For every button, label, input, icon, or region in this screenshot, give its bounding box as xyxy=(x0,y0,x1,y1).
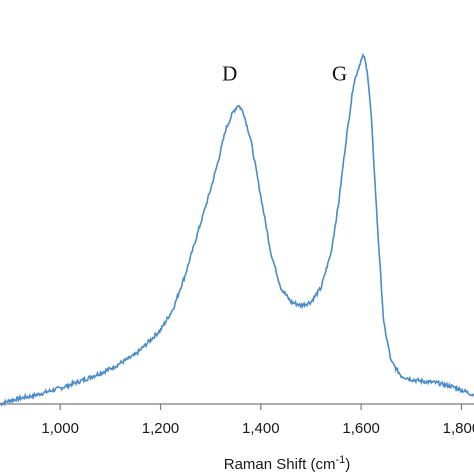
x-axis-tick-labels: 1,000 1,200 1,400 1,600 1,800 xyxy=(41,420,474,437)
peak-label-g: G xyxy=(332,62,347,86)
x-tick-label: 1,000 xyxy=(41,420,79,437)
x-axis-title: Raman Shift (cm-1) xyxy=(224,454,350,473)
peak-label-d: D xyxy=(222,62,237,86)
x-tick-label: 1,600 xyxy=(342,420,380,437)
series-line xyxy=(0,52,474,407)
x-axis-ticks xyxy=(59,404,463,410)
x-axis-title-main: Raman Shift (cm xyxy=(224,456,336,473)
x-tick-label: 1,800 xyxy=(443,420,474,437)
x-tick-label: 1,200 xyxy=(142,420,180,437)
plot-area xyxy=(0,52,474,407)
x-tick-label: 1,400 xyxy=(242,420,280,437)
x-axis-title-suffix: ) xyxy=(345,456,350,473)
x-axis-title-superscript: -1 xyxy=(335,454,345,466)
